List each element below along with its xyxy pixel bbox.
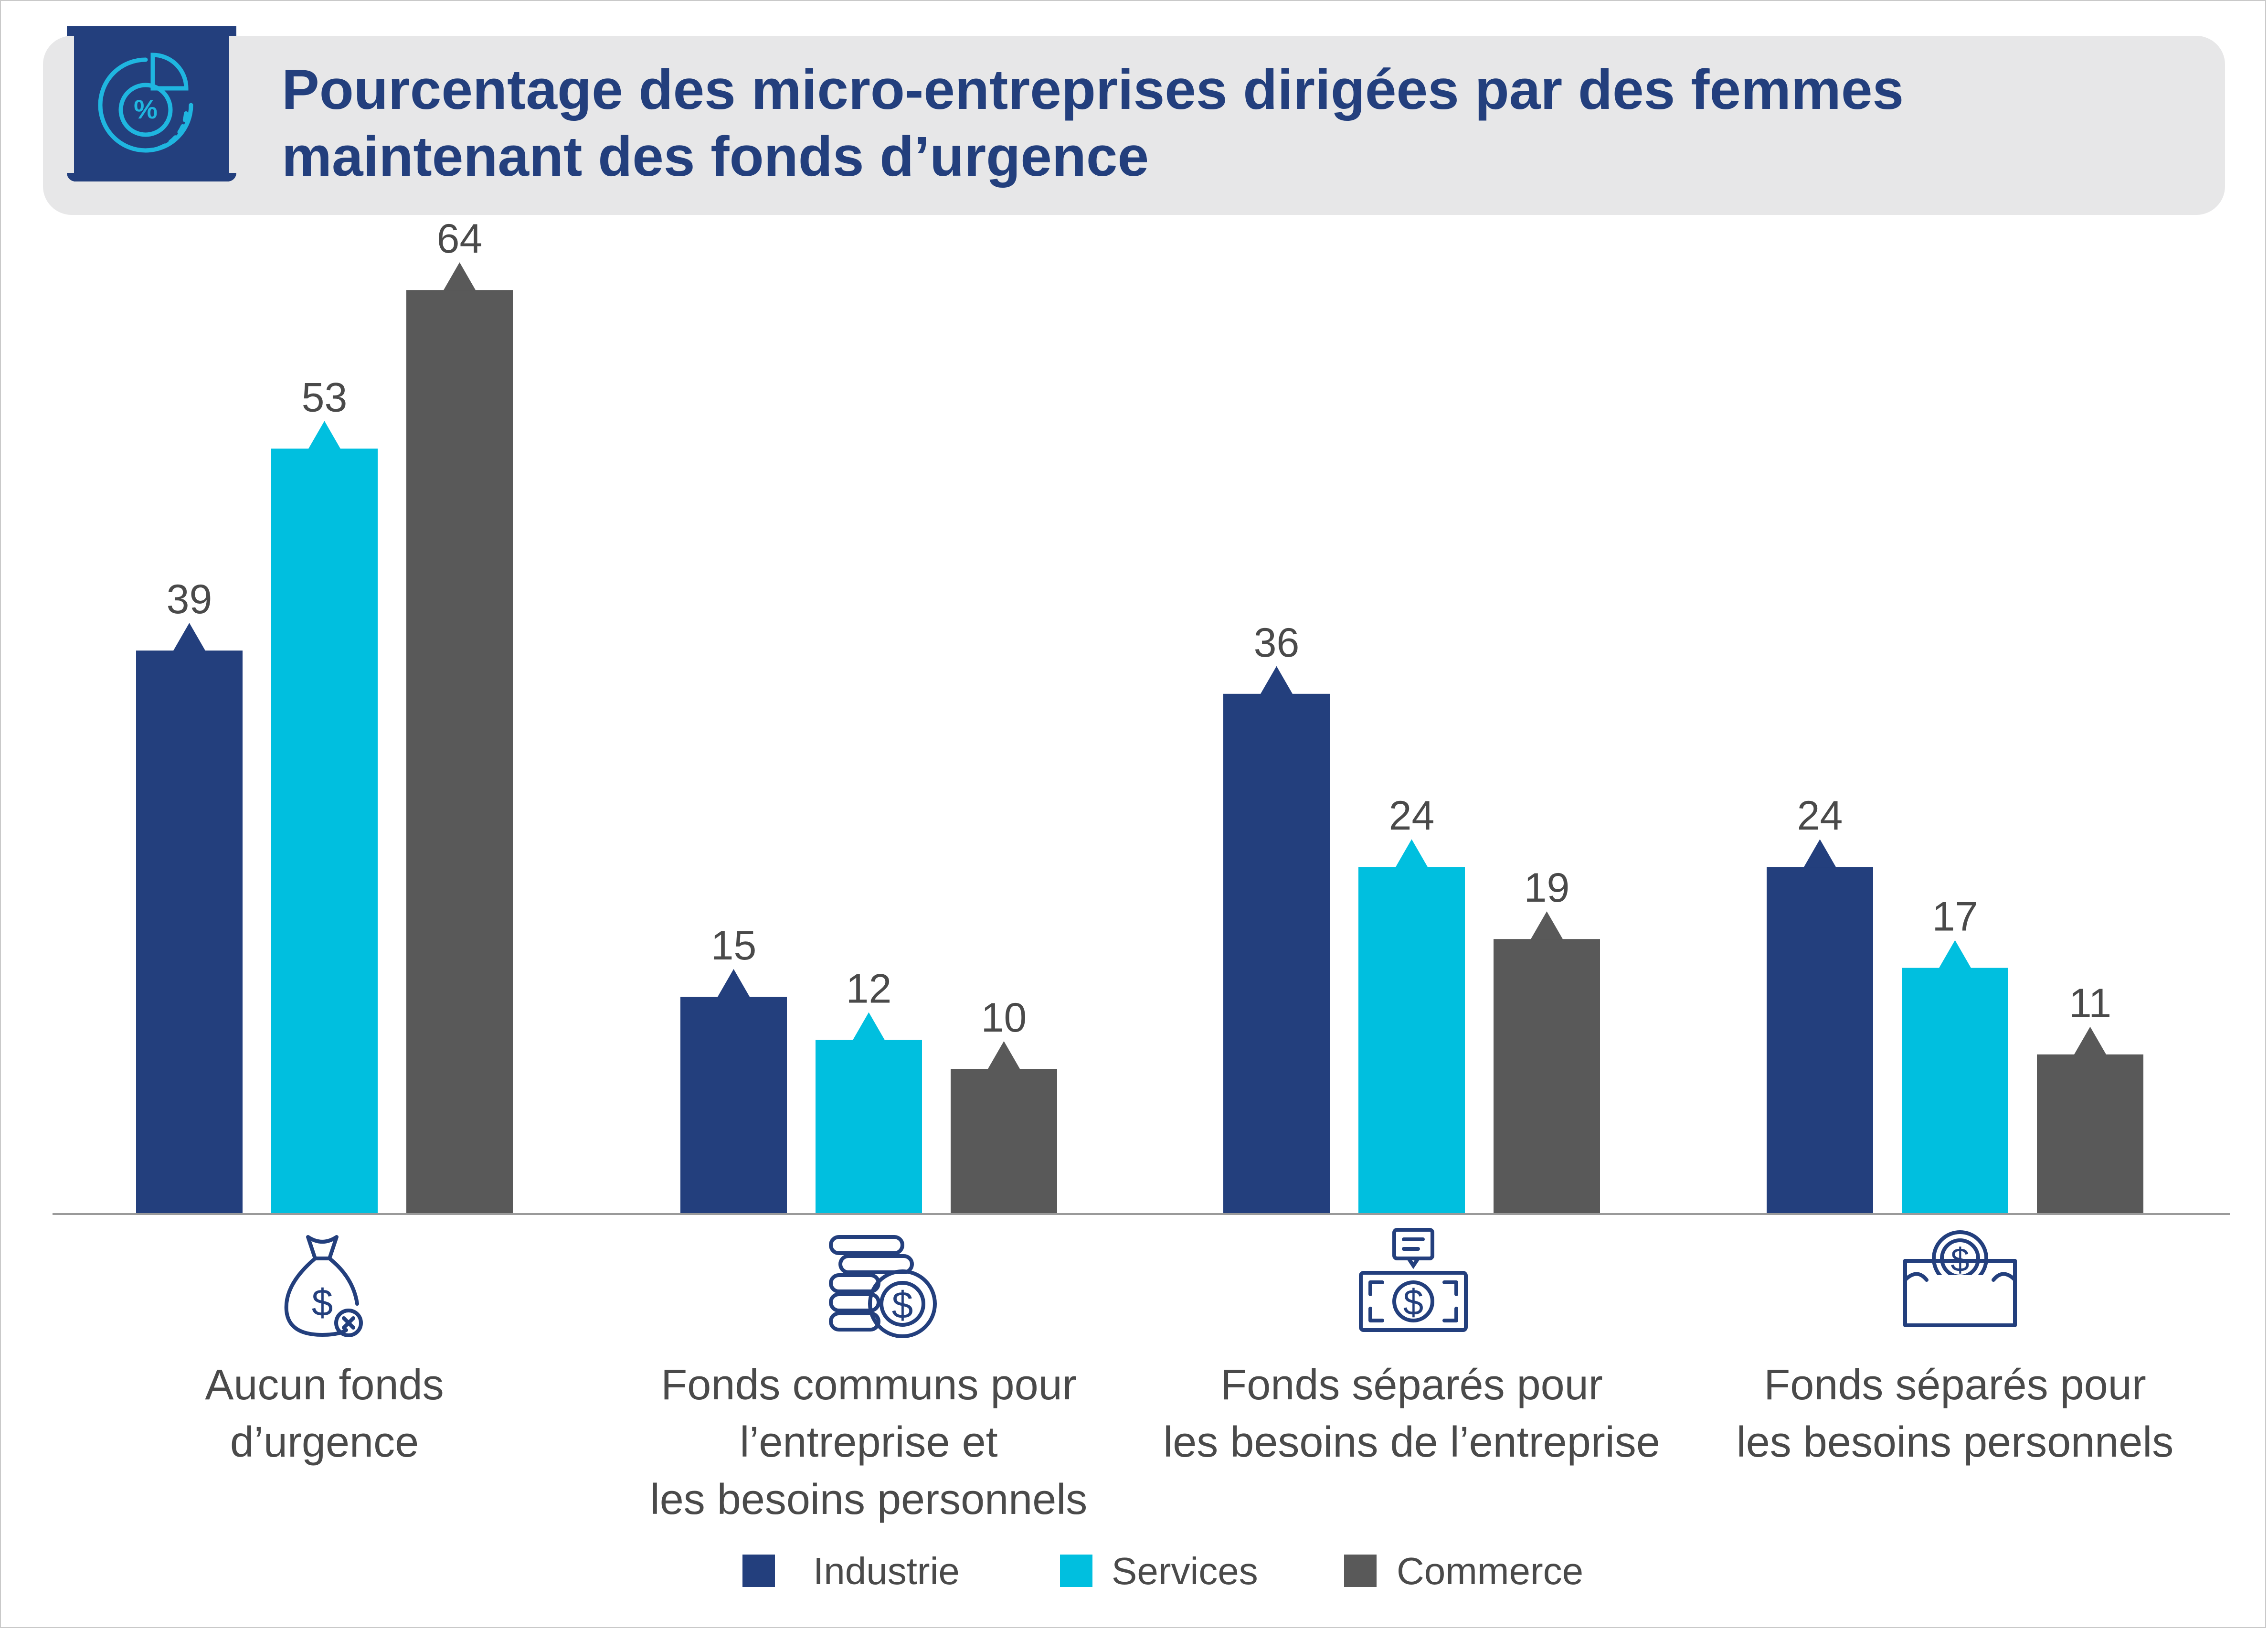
bar-industrie-0 bbox=[136, 650, 243, 1213]
bar-marker-industrie-1 bbox=[717, 969, 750, 997]
category-label-line: Aucun fonds bbox=[205, 1361, 444, 1409]
data-label-services-2: 24 bbox=[1389, 793, 1435, 839]
bar-marker-industrie-0 bbox=[173, 623, 206, 651]
data-label-services-1: 12 bbox=[846, 966, 892, 1012]
data-label-commerce-1: 10 bbox=[981, 995, 1027, 1041]
title-bar bbox=[43, 36, 2225, 215]
bar-marker-commerce-0 bbox=[443, 262, 476, 291]
legend-label-industrie: Industrie bbox=[813, 1550, 960, 1592]
legend-swatch-commerce bbox=[1344, 1555, 1377, 1587]
category-label-line: Fonds communs pour bbox=[661, 1361, 1077, 1409]
bar-marker-services-3 bbox=[1939, 940, 1971, 969]
bar-marker-commerce-3 bbox=[2074, 1026, 2107, 1055]
bar-commerce-0 bbox=[406, 290, 513, 1214]
bar-marker-commerce-1 bbox=[987, 1041, 1020, 1069]
bar-services-3 bbox=[1902, 968, 2008, 1213]
data-label-services-3: 17 bbox=[1932, 894, 1978, 940]
title-icon-bottom bbox=[67, 173, 236, 181]
bar-marker-industrie-2 bbox=[1260, 666, 1293, 694]
data-label-commerce-3: 11 bbox=[2069, 980, 2111, 1026]
bar-industrie-3 bbox=[1767, 867, 1873, 1213]
legend-label-commerce: Commerce bbox=[1397, 1550, 1584, 1592]
category-label-1: Fonds communs pour l’entreprise et les bes… bbox=[583, 1356, 1155, 1528]
category-label-line: les besoins personnels bbox=[1736, 1418, 2174, 1466]
category-label-3: Fonds séparés pour les besoins personnels bbox=[1669, 1356, 2242, 1471]
category-label-line: Fonds séparés pour bbox=[1220, 1361, 1603, 1409]
wallet-dollar-icon: $ bbox=[1903, 1230, 2017, 1327]
bar-marker-services-1 bbox=[852, 1012, 885, 1041]
data-label-commerce-0: 64 bbox=[437, 216, 483, 262]
bar-services-1 bbox=[816, 1040, 922, 1213]
category-label-0: Aucun fonds d’urgence bbox=[38, 1356, 611, 1471]
category-label-line: les besoins personnels bbox=[650, 1476, 1088, 1523]
data-label-industrie-0: 39 bbox=[167, 576, 212, 622]
bar-marker-industrie-3 bbox=[1803, 839, 1836, 868]
data-label-industrie-1: 15 bbox=[711, 923, 757, 969]
percent-chart-icon: % bbox=[74, 26, 229, 181]
bar-commerce-1 bbox=[951, 1069, 1057, 1213]
bar-marker-services-2 bbox=[1395, 839, 1428, 868]
bar-services-0 bbox=[271, 448, 378, 1213]
banknote-dollar-icon: $ bbox=[1359, 1228, 1468, 1332]
bar-commerce-2 bbox=[1494, 939, 1600, 1213]
legend-label-services: Services bbox=[1112, 1550, 1258, 1592]
category-label-line: Fonds séparés pour bbox=[1764, 1361, 2146, 1409]
category-label-line: l’entreprise et bbox=[740, 1418, 998, 1466]
bar-commerce-3 bbox=[2037, 1054, 2143, 1213]
legend-swatch-industrie bbox=[742, 1555, 775, 1587]
category-label-line: d’urgence bbox=[230, 1418, 419, 1466]
data-label-industrie-2: 36 bbox=[1254, 620, 1300, 666]
bar-industrie-1 bbox=[680, 997, 787, 1213]
legend: Industrie Services Commerce bbox=[0, 1547, 2268, 1595]
chart-title: Pourcentage des micro-entreprises dirigé… bbox=[282, 58, 1904, 188]
bar-services-2 bbox=[1358, 867, 1465, 1213]
svg-text:$: $ bbox=[312, 1281, 333, 1324]
money-bag-x-icon: $ bbox=[284, 1235, 363, 1337]
category-label-2: Fonds séparés pour les besoins de l’entre… bbox=[1125, 1356, 1698, 1471]
svg-text:$: $ bbox=[1403, 1282, 1423, 1323]
bar-industrie-2 bbox=[1223, 693, 1330, 1213]
data-label-commerce-2: 19 bbox=[1524, 865, 1570, 911]
svg-text:%: % bbox=[134, 94, 158, 124]
coin-stack-dollar-icon: $ bbox=[829, 1235, 937, 1338]
data-label-services-0: 53 bbox=[302, 374, 348, 420]
legend-swatch-services bbox=[1060, 1555, 1092, 1587]
data-label-industrie-3: 24 bbox=[1797, 793, 1843, 839]
svg-text:$: $ bbox=[1951, 1241, 1970, 1278]
svg-text:$: $ bbox=[892, 1284, 913, 1326]
bar-marker-commerce-2 bbox=[1530, 911, 1563, 940]
category-label-line: les besoins de l’entreprise bbox=[1163, 1418, 1660, 1466]
bar-marker-services-0 bbox=[308, 421, 341, 449]
